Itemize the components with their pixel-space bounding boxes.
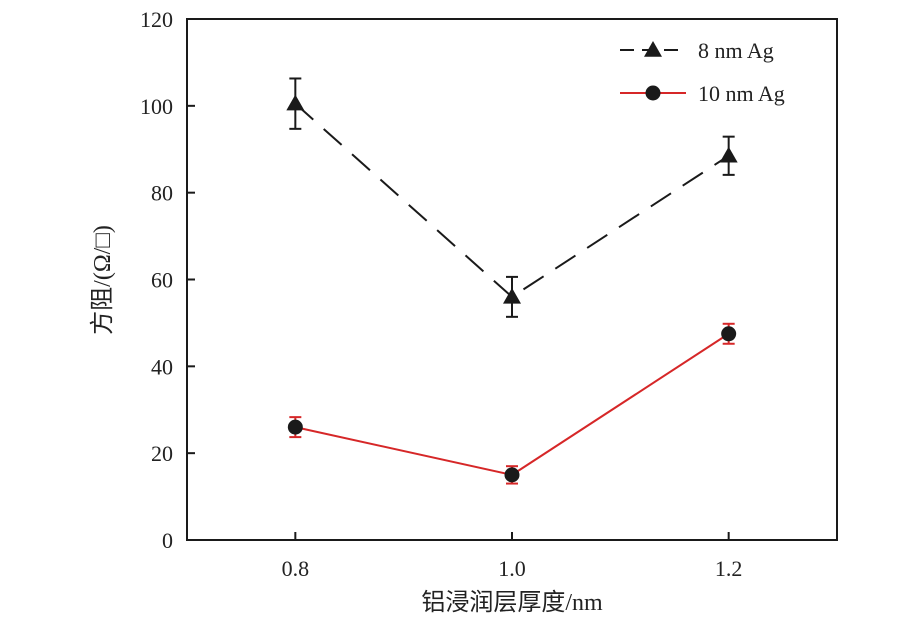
triangle-marker: [503, 287, 521, 304]
y-tick-label: 100: [140, 94, 173, 119]
x-tick-label: 0.8: [282, 556, 310, 581]
y-tick-label: 80: [151, 181, 173, 206]
y-tick-label: 20: [151, 441, 173, 466]
triangle-marker: [644, 41, 662, 57]
x-tick-label: 1.2: [715, 556, 743, 581]
series-1: [286, 77, 738, 318]
y-tick-label: 40: [151, 354, 173, 379]
series-layer: [286, 77, 738, 485]
y-axis-ticks: 0 20 40 60 80 100 120: [140, 7, 195, 553]
circle-marker: [287, 419, 303, 435]
legend-label: 8 nm Ag: [698, 38, 774, 63]
triangle-marker: [286, 94, 305, 111]
series-line: [295, 332, 730, 476]
circle-marker: [504, 467, 520, 483]
y-tick-label: 0: [162, 528, 173, 553]
series-line: [294, 102, 730, 299]
triangle-marker: [719, 146, 738, 163]
x-axis-ticks: 0.8 1.0 1.2: [282, 532, 743, 581]
legend: 8 nm Ag 10 nm Ag: [620, 38, 785, 106]
circle-marker: [721, 326, 737, 342]
legend-label: 10 nm Ag: [698, 81, 785, 106]
y-axis-title: 方阻/(Ω/□): [89, 225, 116, 335]
circle-marker: [645, 85, 661, 101]
x-tick-label: 1.0: [498, 556, 526, 581]
series-2: [287, 322, 737, 485]
x-axis-title: 铝浸润层厚度/nm: [421, 589, 603, 616]
y-tick-label: 120: [140, 7, 173, 32]
y-tick-label: 60: [151, 268, 173, 293]
